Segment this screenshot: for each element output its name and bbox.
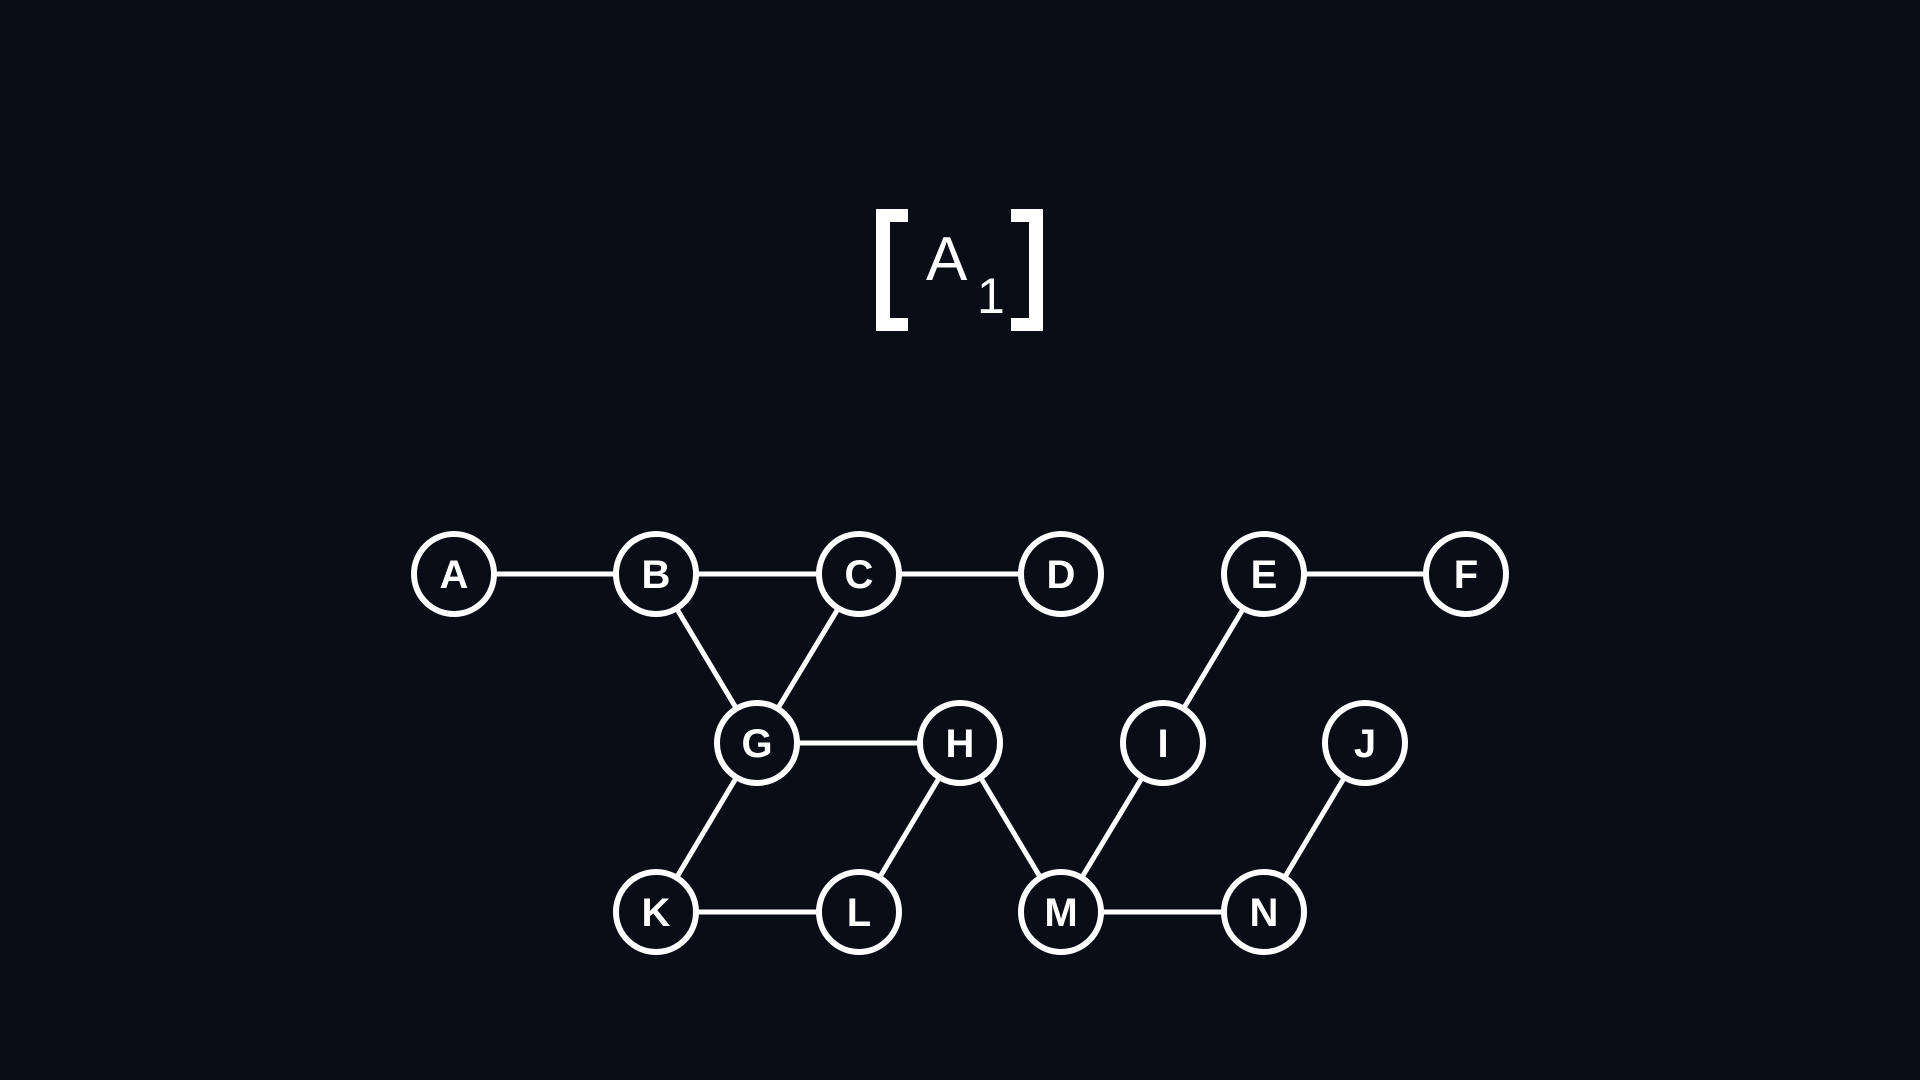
node-c: C — [816, 531, 902, 617]
node-a: A — [411, 531, 497, 617]
node-l: L — [816, 869, 902, 955]
node-circle — [1221, 531, 1307, 617]
node-circle — [816, 869, 902, 955]
node-label: B — [642, 553, 671, 597]
node-label: N — [1250, 891, 1279, 935]
node-label: A — [440, 553, 469, 597]
logo: A 1 — [876, 209, 1043, 331]
node-b: B — [613, 531, 699, 617]
node-label: L — [847, 891, 871, 935]
node-circle — [816, 531, 902, 617]
node-m: M — [1018, 869, 1104, 955]
node-label: M — [1044, 891, 1077, 935]
node-circle — [917, 700, 1003, 786]
node-label: K — [642, 891, 671, 935]
node-label: G — [741, 722, 772, 766]
node-j: J — [1322, 700, 1408, 786]
node-label: E — [1251, 553, 1278, 597]
node-circle — [1423, 531, 1509, 617]
node-label: J — [1354, 722, 1376, 766]
node-circle — [613, 869, 699, 955]
node-e: E — [1221, 531, 1307, 617]
node-label: I — [1157, 722, 1168, 766]
logo-subscript: 1 — [977, 268, 1005, 324]
node-f: F — [1423, 531, 1509, 617]
node-circle — [1120, 700, 1206, 786]
logo-right-bracket — [1011, 209, 1043, 331]
node-circle — [1018, 869, 1104, 955]
node-h: H — [917, 700, 1003, 786]
graph-nodes: A B C D E F G H I J K L M N — [411, 531, 1509, 955]
node-label: F — [1454, 553, 1478, 597]
node-d: D — [1018, 531, 1104, 617]
node-circle — [411, 531, 497, 617]
logo-left-bracket — [876, 209, 908, 331]
node-label: C — [845, 553, 874, 597]
node-label: D — [1047, 553, 1076, 597]
node-n: N — [1221, 869, 1307, 955]
node-label: H — [946, 722, 975, 766]
node-i: I — [1120, 700, 1206, 786]
logo-letter: A — [926, 225, 968, 294]
node-circle — [1322, 700, 1408, 786]
node-k: K — [613, 869, 699, 955]
node-g: G — [714, 700, 800, 786]
node-circle — [1018, 531, 1104, 617]
node-circle — [714, 700, 800, 786]
node-circle — [1221, 869, 1307, 955]
node-circle — [613, 531, 699, 617]
